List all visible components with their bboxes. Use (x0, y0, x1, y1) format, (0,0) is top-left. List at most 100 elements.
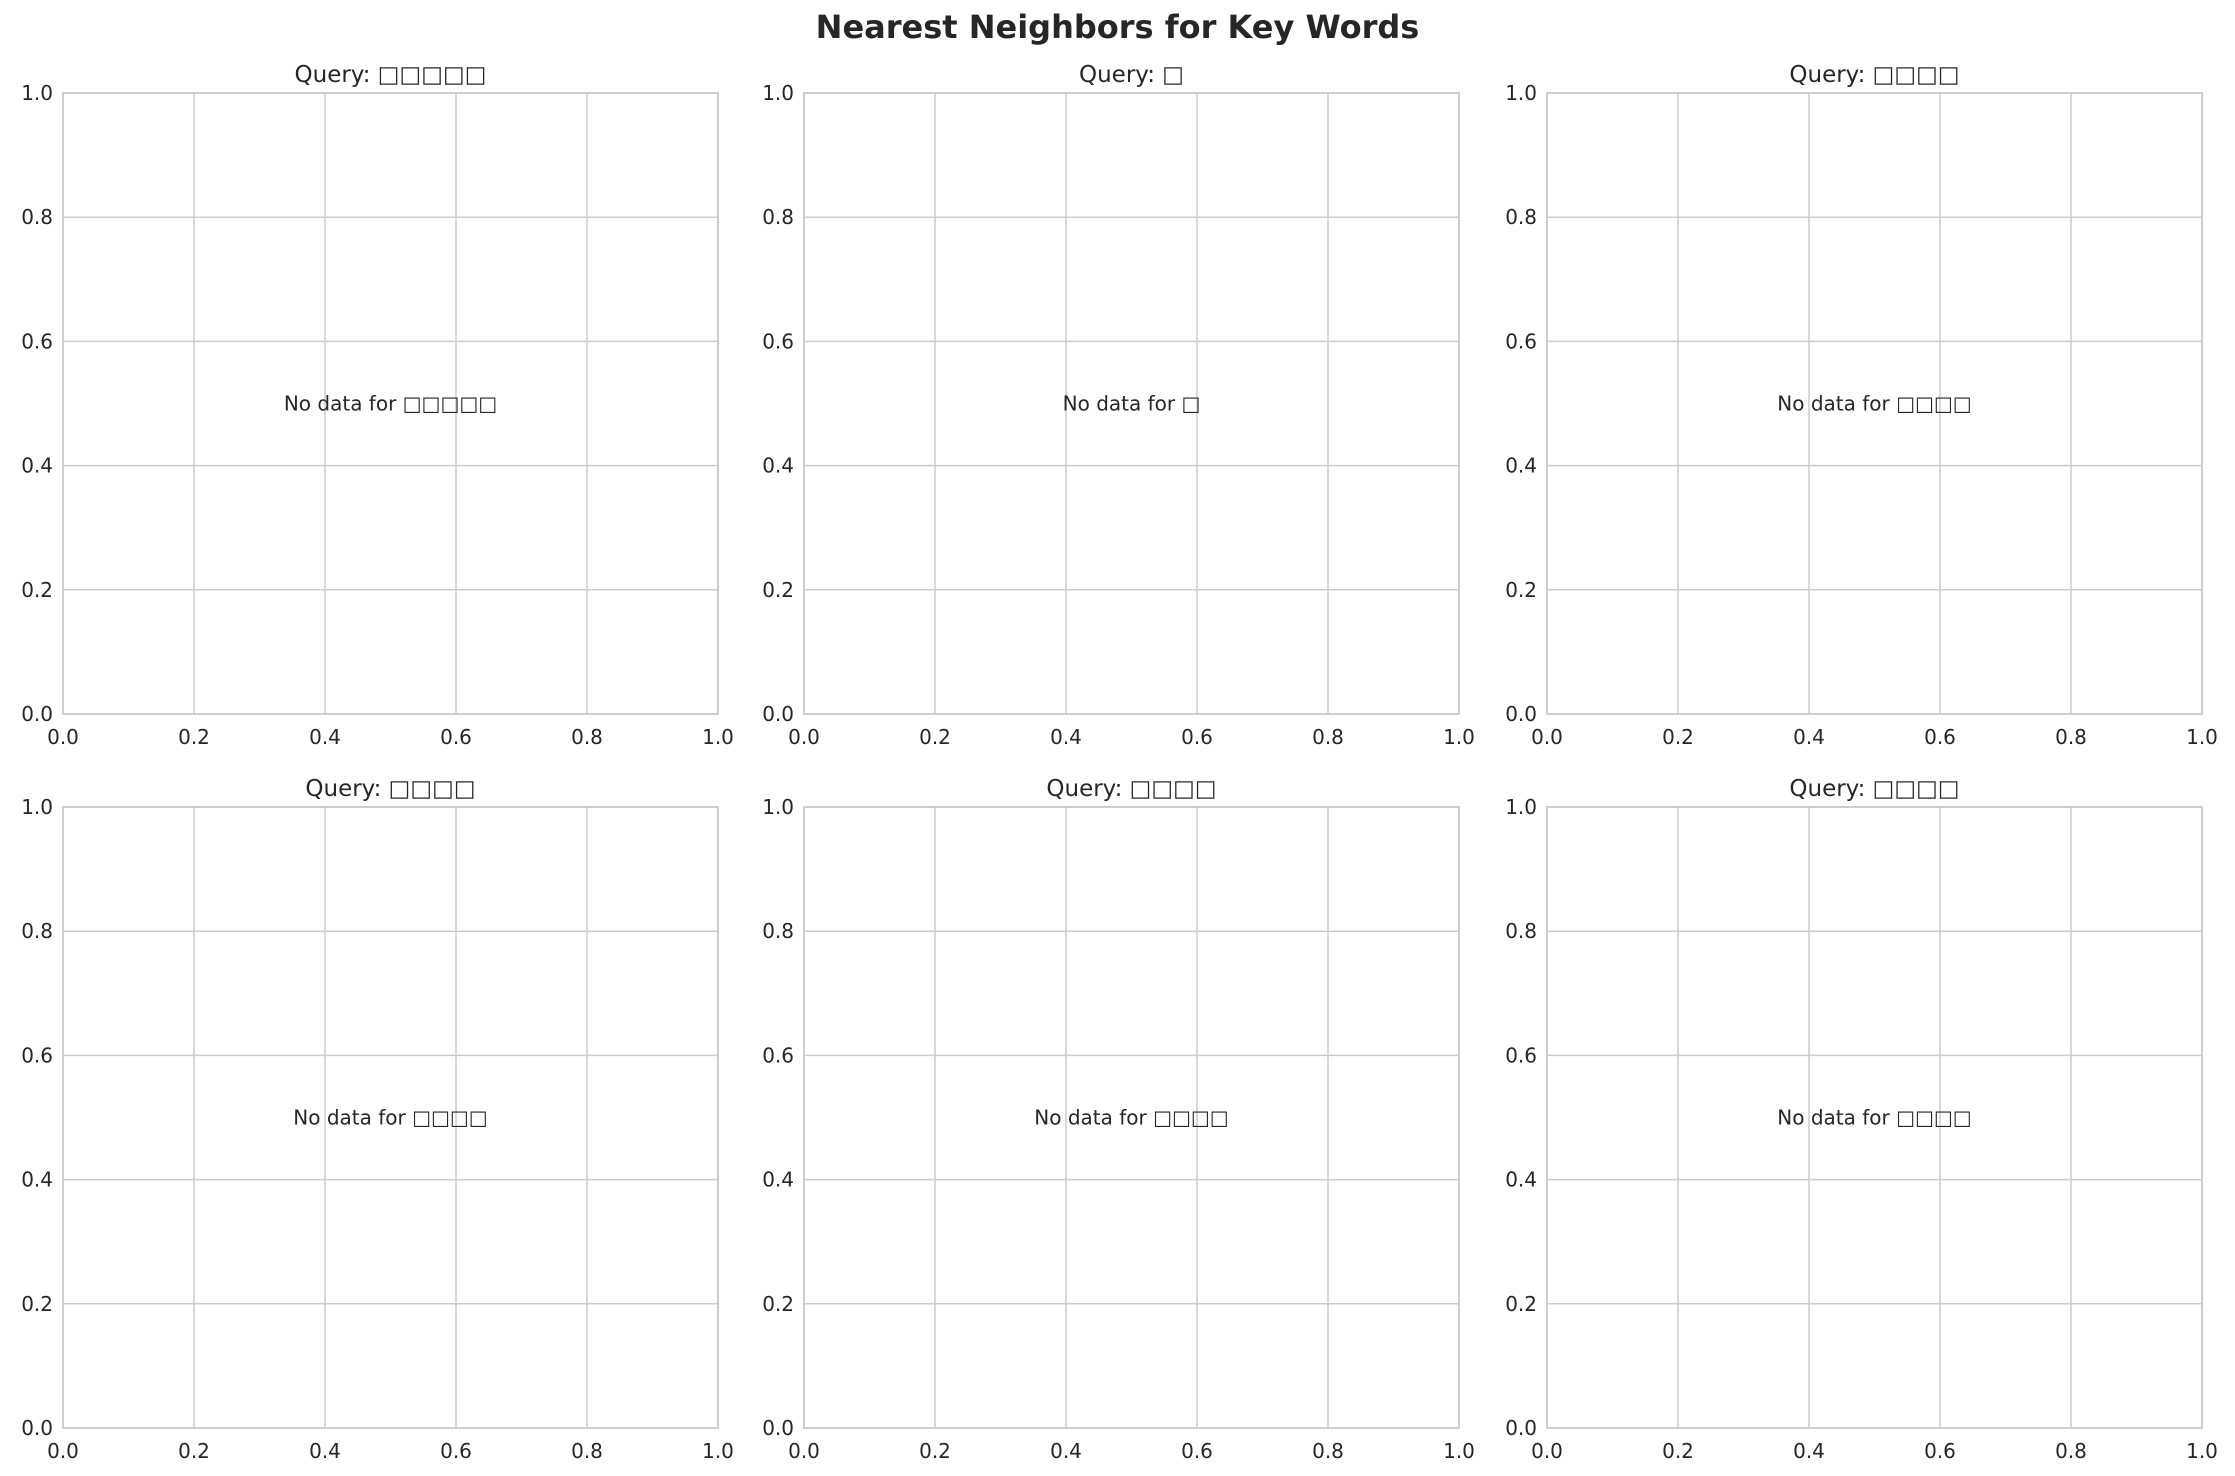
y-tick-label: 1.0 (762, 795, 794, 819)
y-tick-label: 0.0 (762, 702, 794, 726)
y-tick-label: 0.4 (1505, 454, 1537, 478)
subplot-1: 0.0 0.2 0.4 0.6 0.8 1.0 0.0 0.2 0.4 0.6 0.8 1.0 Quer… (21, 62, 734, 749)
y-tick-label: 0.0 (762, 1416, 794, 1440)
x-tick-label: 0.4 (1050, 725, 1082, 749)
y-tick-label: 0.2 (1505, 578, 1537, 602)
subplot-title: Query: □□□□□ (295, 62, 487, 88)
y-tick-label: 0.4 (21, 454, 53, 478)
y-tick-label: 0.6 (762, 1043, 794, 1067)
x-tick-label: 0.4 (309, 725, 341, 749)
x-tick-label: 0.4 (1793, 725, 1825, 749)
x-tick-label: 0.2 (178, 1439, 210, 1463)
x-tick-label: 0.0 (1531, 1439, 1563, 1463)
x-tick-label: 0.8 (571, 1439, 603, 1463)
subplot-title: Query: □□□□ (1046, 776, 1216, 802)
x-tick-label: 1.0 (2186, 725, 2218, 749)
plot-area (1547, 93, 2202, 714)
x-tick-label: 1.0 (702, 725, 734, 749)
x-tick-label: 1.0 (1443, 1439, 1475, 1463)
x-tick-label: 1.0 (1443, 725, 1475, 749)
x-tick-label: 0.8 (2055, 725, 2087, 749)
no-data-message: No data for □□□□ (1777, 392, 1971, 416)
x-tick-label: 0.6 (440, 1439, 472, 1463)
subplot-2: 0.0 0.2 0.4 0.6 0.8 1.0 0.0 0.2 0.4 0.6 0.8 1.0 Quer… (762, 62, 1475, 749)
x-tick-label: 0.4 (309, 1439, 341, 1463)
y-tick-label: 1.0 (1505, 81, 1537, 105)
subplot-6: 0.0 0.2 0.4 0.6 0.8 1.0 0.0 0.2 0.4 0.6 0.8 1.0 Quer… (1505, 776, 2218, 1463)
x-tick-label: 0.4 (1793, 1439, 1825, 1463)
plot-area (63, 93, 718, 714)
x-tick-label: 1.0 (2186, 1439, 2218, 1463)
x-tick-label: 0.6 (1924, 725, 1956, 749)
y-tick-label: 0.6 (762, 329, 794, 353)
x-tick-label: 0.2 (919, 1439, 951, 1463)
plot-area (804, 93, 1459, 714)
x-tick-label: 0.2 (919, 725, 951, 749)
subplot-title: Query: □□□□ (305, 776, 475, 802)
y-tick-label: 0.0 (21, 702, 53, 726)
x-tick-label: 0.6 (1924, 1439, 1956, 1463)
y-tick-label: 1.0 (21, 795, 53, 819)
subplot-4: 0.0 0.2 0.4 0.6 0.8 1.0 0.0 0.2 0.4 0.6 0.8 1.0 Quer… (21, 776, 734, 1463)
x-tick-label: 0.0 (1531, 725, 1563, 749)
y-tick-label: 0.4 (21, 1168, 53, 1192)
y-tick-label: 1.0 (762, 81, 794, 105)
subplot-title: Query: □□□□ (1789, 62, 1959, 88)
y-tick-label: 1.0 (21, 81, 53, 105)
no-data-message: No data for □□□□□ (284, 392, 497, 416)
axes-spines (803, 806, 1460, 1429)
y-tick-label: 0.8 (762, 205, 794, 229)
y-tick-label: 0.0 (21, 1416, 53, 1440)
subplot-5: 0.0 0.2 0.4 0.6 0.8 1.0 0.0 0.2 0.4 0.6 0.8 1.0 Quer… (762, 776, 1475, 1463)
y-tick-label: 0.0 (1505, 702, 1537, 726)
x-tick-label: 0.2 (178, 725, 210, 749)
plot-area (63, 807, 718, 1428)
axes-spines (1546, 92, 2203, 715)
y-tick-label: 0.8 (21, 919, 53, 943)
y-tick-label: 0.8 (1505, 919, 1537, 943)
y-tick-label: 0.2 (21, 1292, 53, 1316)
x-tick-label: 0.6 (440, 725, 472, 749)
y-tick-label: 0.4 (762, 1168, 794, 1192)
y-tick-label: 0.2 (1505, 1292, 1537, 1316)
y-tick-label: 0.6 (1505, 329, 1537, 353)
x-tick-label: 0.0 (47, 725, 79, 749)
x-tick-label: 0.6 (1181, 725, 1213, 749)
x-tick-label: 0.0 (47, 1439, 79, 1463)
y-tick-label: 0.6 (21, 1043, 53, 1067)
y-tick-label: 0.6 (1505, 1043, 1537, 1067)
no-data-message: No data for □□□□ (1777, 1106, 1971, 1130)
x-tick-label: 0.2 (1662, 725, 1694, 749)
y-tick-label: 1.0 (1505, 795, 1537, 819)
no-data-message: No data for □□□□ (1034, 1106, 1228, 1130)
y-tick-label: 0.8 (762, 919, 794, 943)
subplot-title: Query: □ (1079, 62, 1184, 88)
y-tick-label: 0.0 (1505, 1416, 1537, 1440)
x-tick-label: 0.0 (788, 725, 820, 749)
subplot-3: 0.0 0.2 0.4 0.6 0.8 1.0 0.0 0.2 0.4 0.6 0.8 1.0 Quer… (1505, 62, 2218, 749)
no-data-message: No data for □ (1063, 392, 1201, 416)
y-tick-label: 0.2 (762, 1292, 794, 1316)
plot-area (1547, 807, 2202, 1428)
x-tick-label: 0.8 (1312, 1439, 1344, 1463)
y-tick-label: 0.8 (21, 205, 53, 229)
y-tick-label: 0.8 (1505, 205, 1537, 229)
plot-area (804, 807, 1459, 1428)
axes-spines (803, 92, 1460, 715)
y-tick-label: 0.4 (1505, 1168, 1537, 1192)
x-tick-label: 0.6 (1181, 1439, 1213, 1463)
no-data-message: No data for □□□□ (293, 1106, 487, 1130)
x-tick-label: 0.4 (1050, 1439, 1082, 1463)
x-tick-label: 0.8 (571, 725, 603, 749)
y-tick-label: 0.6 (21, 329, 53, 353)
axes-spines (62, 92, 719, 715)
x-tick-label: 0.0 (788, 1439, 820, 1463)
y-tick-label: 0.2 (762, 578, 794, 602)
axes-spines (62, 806, 719, 1429)
axes-spines (1546, 806, 2203, 1429)
x-tick-label: 0.2 (1662, 1439, 1694, 1463)
y-tick-label: 0.4 (762, 454, 794, 478)
x-tick-label: 0.8 (1312, 725, 1344, 749)
subplot-title: Query: □□□□ (1789, 776, 1959, 802)
